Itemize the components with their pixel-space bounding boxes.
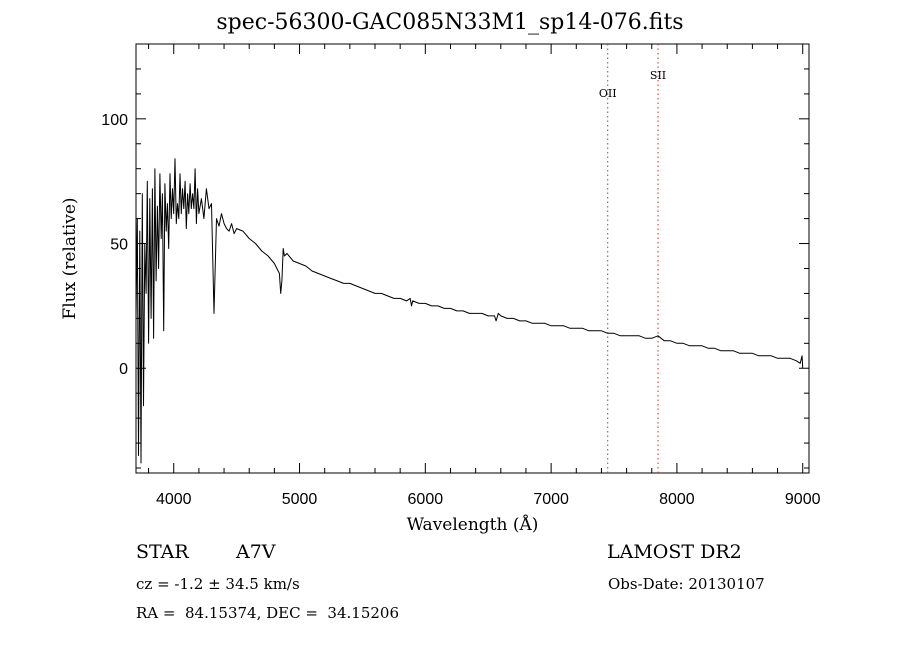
plot-frame <box>135 43 810 474</box>
x-tick-label: 8000 <box>659 491 695 508</box>
coordinates: RA = 84.15374, DEC = 34.15206 <box>136 604 400 622</box>
survey-name: LAMOST DR2 <box>607 541 742 563</box>
x-tick-label: 5000 <box>282 491 318 508</box>
x-axis-label: Wavelength (Å) <box>407 514 539 535</box>
chart-title: spec-56300-GAC085N33M1_sp14-076.fits <box>216 10 684 35</box>
line-label-sii: SII <box>650 69 666 82</box>
x-tick-label: 9000 <box>785 491 821 508</box>
line-label-oii: OII <box>599 87 617 100</box>
y-tick-label: 100 <box>101 112 128 129</box>
y-tick-label: 0 <box>119 361 128 378</box>
x-tick-label: 6000 <box>408 491 444 508</box>
y-tick-label: 50 <box>110 237 128 254</box>
cz-value: cz = -1.2 ± 34.5 km/s <box>136 575 300 593</box>
obs-date: Obs-Date: 20130107 <box>608 575 765 593</box>
x-tick-label: 7000 <box>533 491 569 508</box>
object-subclass: A7V <box>236 541 276 563</box>
y-axis-label: Flux (relative) <box>60 197 80 319</box>
object-class: STAR <box>136 541 189 563</box>
x-tick-label: 4000 <box>156 491 192 508</box>
spectrum-series-0 <box>135 158 804 464</box>
